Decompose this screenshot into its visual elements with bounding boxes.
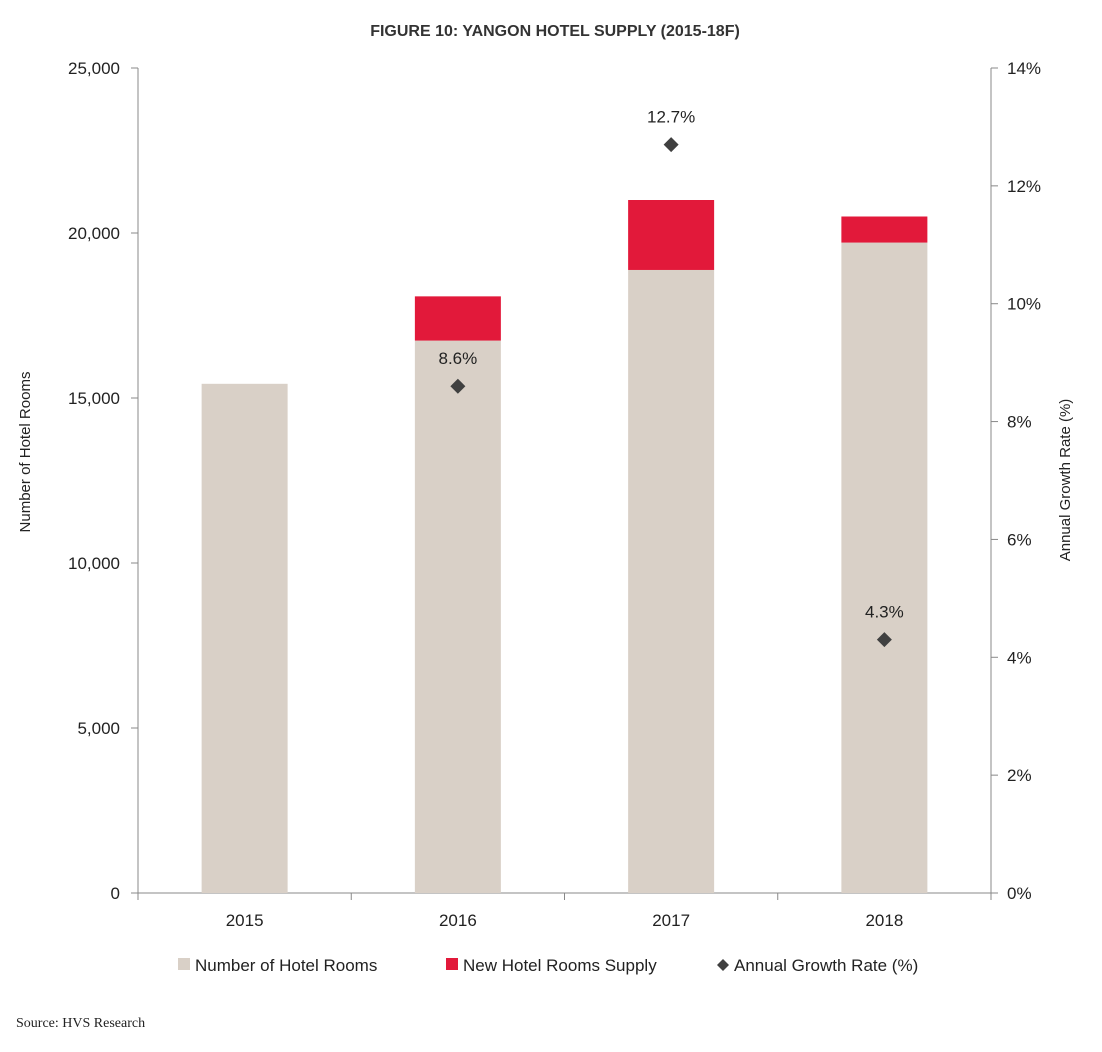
y2-axis-title: Annual Growth Rate (%) xyxy=(1057,399,1074,562)
legend: Number of Hotel Rooms New Hotel Rooms Sup… xyxy=(178,956,918,975)
right-tick-label: 2% xyxy=(1007,766,1032,785)
bar-hotel-rooms xyxy=(841,242,928,893)
bar-hotel-rooms xyxy=(628,269,715,894)
growth-marker xyxy=(450,378,466,394)
legend-label-hotel-rooms: Number of Hotel Rooms xyxy=(195,956,377,975)
y-axis-title: Number of Hotel Rooms xyxy=(17,372,34,533)
left-tick-label: 5,000 xyxy=(77,719,120,738)
left-tick-label: 15,000 xyxy=(68,389,120,408)
chart-title: FIGURE 10: YANGON HOTEL SUPPLY (2015-18F… xyxy=(370,23,740,40)
legend-swatch-new-supply xyxy=(446,958,458,970)
right-tick-label: 8% xyxy=(1007,413,1032,432)
x-tick-label: 2017 xyxy=(652,911,690,930)
growth-marker xyxy=(876,632,892,648)
bar-new-supply xyxy=(841,216,928,243)
x-tick-label: 2018 xyxy=(865,911,903,930)
growth-data-label: 12.7% xyxy=(647,108,695,127)
growth-data-label: 8.6% xyxy=(439,349,478,368)
growth-data-label: 4.3% xyxy=(865,603,904,622)
legend-swatch-hotel-rooms xyxy=(178,958,190,970)
left-tick-label: 10,000 xyxy=(68,554,120,573)
plot-area: 0 5,000 10,000 15,000 20,000 25,000 0% 2% 4% 6% 8%… xyxy=(17,59,1074,930)
x-tick-label: 2016 xyxy=(439,911,477,930)
growth-marker xyxy=(663,137,679,153)
source-note: Source: HVS Research xyxy=(16,1016,146,1031)
left-tick-label: 0 xyxy=(111,884,120,903)
bar-new-supply xyxy=(414,296,501,341)
left-tick-label: 20,000 xyxy=(68,224,120,243)
right-tick-label: 14% xyxy=(1007,59,1041,78)
right-tick-label: 4% xyxy=(1007,648,1032,667)
legend-marker-growth xyxy=(717,959,729,971)
bar-new-supply xyxy=(628,200,715,270)
legend-label-growth: Annual Growth Rate (%) xyxy=(734,956,918,975)
right-tick-label: 0% xyxy=(1007,884,1032,903)
left-tick-label: 25,000 xyxy=(68,59,120,78)
legend-label-new-supply: New Hotel Rooms Supply xyxy=(463,956,657,975)
right-tick-label: 12% xyxy=(1007,177,1041,196)
x-tick-label: 2015 xyxy=(226,911,264,930)
right-tick-label: 10% xyxy=(1007,295,1041,314)
bar-hotel-rooms xyxy=(414,340,501,894)
bar-hotel-rooms xyxy=(201,383,288,893)
right-tick-label: 6% xyxy=(1007,530,1032,549)
